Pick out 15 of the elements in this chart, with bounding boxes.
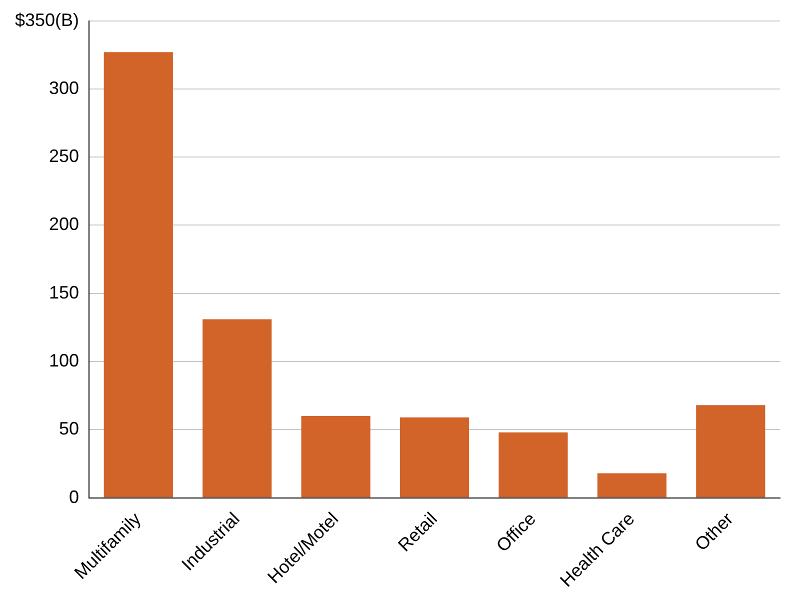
y-tick-label: 250 (48, 146, 80, 166)
y-tick-label: $350(B) (14, 10, 80, 30)
bar (597, 473, 666, 498)
bar (696, 405, 766, 498)
bar (202, 319, 272, 498)
bar (498, 432, 568, 498)
y-tick-label: 150 (48, 282, 80, 302)
y-tick-label: 100 (48, 350, 80, 370)
y-tick-label: 300 (48, 78, 80, 98)
y-tick-label: 0 (69, 486, 80, 507)
y-tick-label: 200 (48, 214, 80, 234)
bar (104, 52, 173, 498)
bar (301, 416, 370, 498)
y-tick-label: 50 (59, 418, 80, 439)
bar (400, 417, 470, 498)
